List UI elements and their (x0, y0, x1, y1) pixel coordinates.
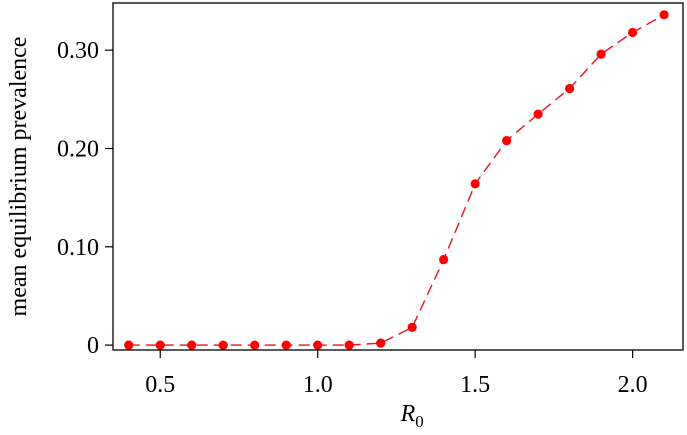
series-line (128, 14, 665, 346)
data-point (187, 340, 197, 350)
x-axis-title-subscript: 0 (415, 412, 424, 431)
data-point (344, 340, 354, 350)
y-axis-title: mean equilibrium prevalence (6, 37, 32, 317)
data-point (659, 10, 669, 20)
x-axis: 0.5 1.0 1.5 2.0 (145, 350, 648, 398)
x-tick-label: 2.0 (618, 372, 648, 398)
plot-frame (112, 2, 684, 351)
y-tick-label: 0.30 (57, 38, 99, 64)
data-point (502, 136, 512, 146)
data-point (218, 340, 228, 350)
data-point (313, 340, 323, 350)
data-point (628, 27, 638, 38)
x-tick-label: 1.0 (303, 372, 333, 398)
y-axis: 0 0.10 0.20 0.30 (57, 38, 113, 359)
data-point (470, 179, 480, 189)
x-tick-label: 1.5 (460, 372, 490, 398)
y-tick-label: 0.20 (57, 136, 99, 162)
data-point (439, 254, 449, 265)
data-point (376, 338, 386, 348)
y-tick-label: 0.10 (57, 235, 99, 261)
data-point (596, 49, 606, 59)
data-point (281, 340, 291, 350)
y-tick-label: 0 (87, 333, 99, 359)
data-point (124, 340, 134, 350)
data-point (155, 340, 165, 350)
plot-area (124, 10, 669, 350)
data-point (565, 83, 575, 94)
x-axis-title-main: R (400, 401, 416, 427)
data-point (250, 340, 260, 350)
x-axis-title: R0 (400, 401, 424, 431)
data-point (407, 322, 417, 332)
x-tick-label: 0.5 (145, 372, 175, 398)
data-point (533, 109, 543, 119)
